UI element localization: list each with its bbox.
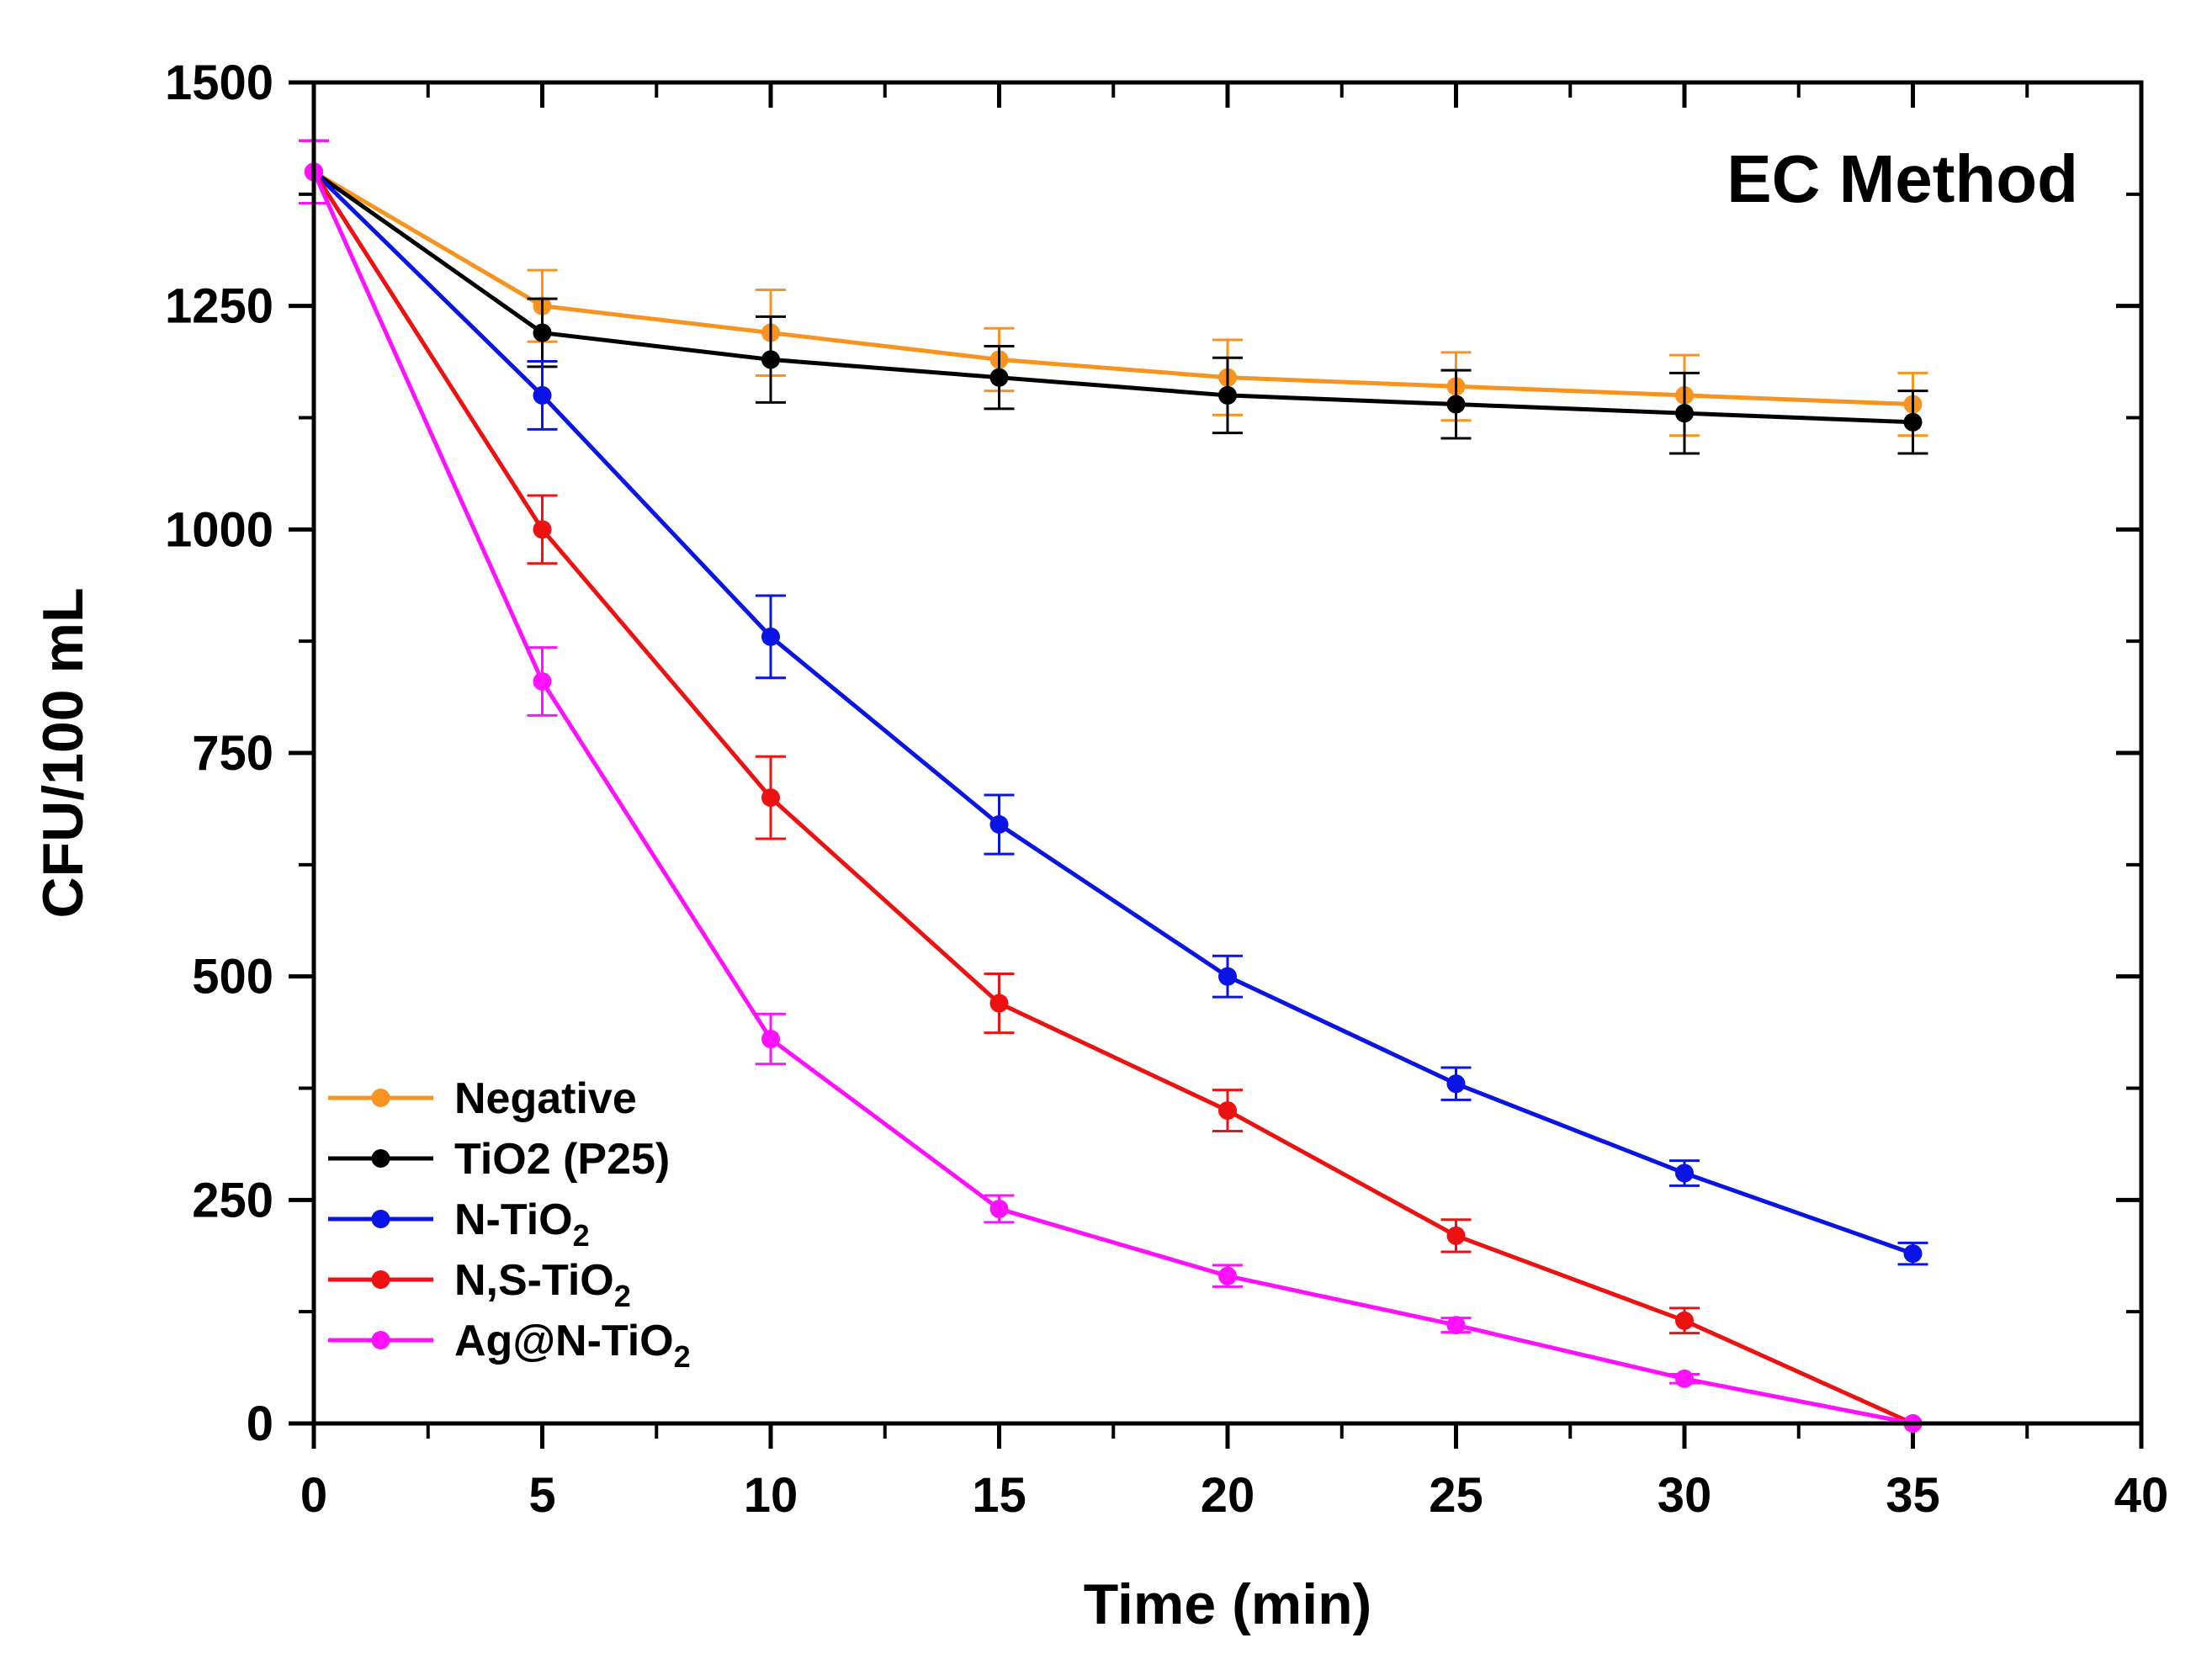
legend-label-main: Negative	[454, 1074, 637, 1123]
data-point	[1675, 1163, 1694, 1183]
data-point	[1446, 395, 1466, 414]
legend-marker	[371, 1149, 390, 1168]
x-tick-label: 5	[528, 1468, 555, 1523]
legend-label-subscript: 2	[573, 1218, 590, 1253]
series-ag-n-tio2	[299, 139, 1923, 1433]
data-point	[1218, 1266, 1237, 1285]
legend-item: TiO2 (P25)	[328, 1135, 670, 1184]
series-line	[311, 171, 1913, 1426]
x-tick-label: 15	[972, 1468, 1026, 1523]
data-point	[1218, 385, 1237, 405]
legend-label: N-TiO2	[454, 1195, 590, 1253]
legend-label-main: N,S-TiO	[454, 1256, 614, 1305]
x-tick-label: 30	[1658, 1468, 1712, 1523]
legend-label-main: TiO2 (P25)	[454, 1135, 670, 1184]
y-tick-label: 1500	[165, 56, 273, 110]
data-point	[1903, 412, 1923, 432]
legend-item: N,S-TiO2	[328, 1256, 631, 1313]
series-layer	[299, 139, 1928, 1433]
y-tick-label: 250	[192, 1173, 273, 1227]
y-tick-label: 1250	[165, 279, 273, 334]
x-tick-label: 20	[1201, 1468, 1255, 1523]
data-point	[1218, 1101, 1237, 1121]
legend-item: Ag@N-TiO2	[328, 1317, 691, 1374]
legend-label-main: N-TiO	[454, 1195, 573, 1244]
y-tick-label: 750	[192, 726, 273, 781]
data-point	[989, 815, 1009, 835]
legend-label-subscript: 2	[614, 1279, 631, 1313]
y-axis-title: CFU/100 mL	[31, 588, 95, 919]
legend-label-main: Ag@N-TiO	[454, 1317, 674, 1365]
legend-item: Negative	[328, 1074, 637, 1123]
x-axis-title: Time (min)	[1084, 1572, 1372, 1636]
plot-frame	[311, 80, 2144, 1426]
data-point	[533, 385, 552, 405]
data-point	[533, 520, 552, 539]
data-point	[1675, 1369, 1694, 1388]
data-point	[533, 323, 552, 342]
legend-label: Ag@N-TiO2	[454, 1317, 691, 1374]
minor-ticks	[299, 82, 2141, 1439]
data-point	[1675, 1311, 1694, 1330]
legend-marker	[371, 1089, 390, 1107]
data-point	[761, 627, 780, 646]
legend-marker	[371, 1210, 390, 1228]
data-point	[761, 350, 780, 369]
legend-label-subscript: 2	[674, 1339, 691, 1374]
data-point	[761, 1030, 780, 1049]
legend-item: N-TiO2	[328, 1195, 590, 1253]
x-tick-label: 0	[300, 1468, 327, 1523]
legend-marker	[371, 1331, 390, 1349]
series-line	[312, 170, 1913, 425]
data-point	[989, 994, 1009, 1013]
data-point	[761, 788, 780, 808]
series-line	[312, 170, 1913, 407]
data-point	[989, 1199, 1009, 1218]
data-point	[989, 368, 1009, 387]
x-tick-label: 35	[1886, 1468, 1940, 1523]
x-tick-label: 10	[744, 1468, 798, 1523]
legend-label: Negative	[454, 1074, 637, 1123]
legend-label: TiO2 (P25)	[454, 1135, 670, 1184]
data-point	[1446, 1226, 1466, 1245]
legend-marker	[371, 1270, 390, 1289]
y-tick-labels: 0 250 500 750 1000 1250 1500	[165, 56, 273, 1451]
legend-label: N,S-TiO2	[454, 1256, 631, 1313]
data-point	[1675, 404, 1694, 423]
x-tick-labels: 0 5 10 15 20 25 30 35 40	[300, 1468, 2168, 1523]
series-line	[311, 170, 1914, 1426]
data-point	[533, 671, 552, 691]
y-tick-label: 500	[192, 950, 273, 1004]
data-point	[1218, 967, 1237, 986]
data-point	[1903, 1244, 1923, 1264]
data-point	[1446, 1316, 1466, 1335]
y-tick-label: 1000	[165, 502, 273, 557]
x-tick-label: 25	[1429, 1468, 1483, 1523]
series-line	[312, 170, 1914, 1256]
y-tick-label: 0	[247, 1397, 273, 1451]
x-tick-label: 40	[2114, 1468, 2169, 1523]
chart-title: EC Method	[1727, 141, 2078, 216]
data-point	[1446, 1074, 1466, 1094]
